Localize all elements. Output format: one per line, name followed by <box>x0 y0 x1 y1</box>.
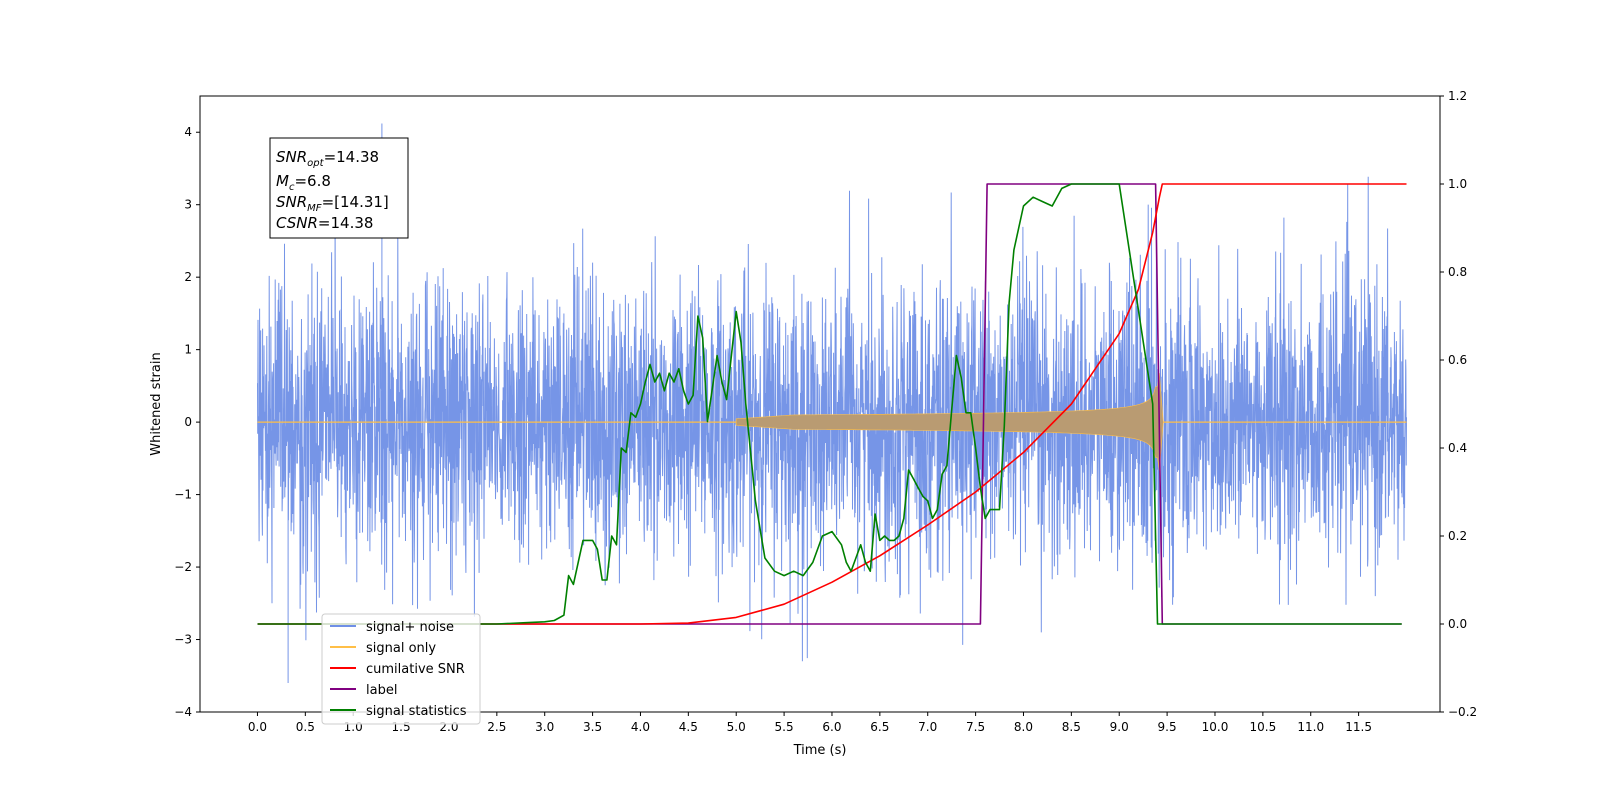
x-tick-label-1: 0.5 <box>296 720 315 734</box>
x-tick-label-9: 4.5 <box>679 720 698 734</box>
x-tick-label-6: 3.0 <box>535 720 554 734</box>
x-tick-label-5: 2.5 <box>487 720 506 734</box>
y-tick-label-0: 4 <box>184 125 192 139</box>
series-signal-statistics <box>257 183 1402 625</box>
y2-tick-label-6: 0.0 <box>1448 617 1467 631</box>
legend-label-cumulative-snr: cumilative SNR <box>366 662 465 677</box>
y-tick-label-3: 1 <box>184 343 192 357</box>
x-tick-label-11: 5.5 <box>775 720 794 734</box>
legend-label-signal-statistics: signal statistics <box>366 704 467 719</box>
y2-tick-label-0: 1.2 <box>1448 89 1467 103</box>
y2-tick-label-3: 0.6 <box>1448 353 1467 367</box>
x-tick-label-22: 11.0 <box>1297 720 1324 734</box>
x-tick-label-16: 8.0 <box>1014 720 1033 734</box>
series-cumulative-snr <box>257 183 1407 625</box>
y-tick-label-8: −4 <box>174 705 192 719</box>
x-tick-label-0: 0.0 <box>248 720 267 734</box>
x-tick-label-12: 6.0 <box>822 720 841 734</box>
x-axis: 0.0 0.5 1.0 1.5 2.0 2.5 3.0 3.5 4.0 4.5 5.0 5.5 6.0 6… <box>248 712 1372 734</box>
x-tick-label-17: 8.5 <box>1062 720 1081 734</box>
x-tick-label-19: 9.5 <box>1158 720 1177 734</box>
stats-annotation-box: SNRopt=14.38 Mc=6.8 SNRMF=[14.31] CSNR=1… <box>269 137 409 239</box>
x-tick-label-14: 7.0 <box>918 720 937 734</box>
y-axis-left: 4 3 2 1 0 −1 −2 −3 −4 <box>174 125 200 719</box>
x-tick-label-18: 9.0 <box>1110 720 1129 734</box>
y-tick-label-5: −1 <box>174 488 192 502</box>
legend-label-label: label <box>366 683 397 698</box>
x-tick-label-20: 10.0 <box>1202 720 1229 734</box>
legend: signal+ noise signal only cumilative SNR… <box>321 613 481 725</box>
y-tick-label-7: −3 <box>174 633 192 647</box>
y-tick-label-1: 3 <box>184 198 192 212</box>
y-tick-label-2: 2 <box>184 270 192 284</box>
legend-frame <box>321 613 481 725</box>
y-axis-right: 1.2 1.0 0.8 0.6 0.4 0.2 0.0 −0.2 <box>1440 89 1477 719</box>
x-tick-label-7: 3.5 <box>583 720 602 734</box>
y2-tick-label-5: 0.2 <box>1448 529 1467 543</box>
y2-tick-label-1: 1.0 <box>1448 177 1467 191</box>
legend-label-signal-only: signal only <box>366 641 436 656</box>
series-signal-only-chirp <box>735 373 1164 472</box>
y2-tick-label-2: 0.8 <box>1448 265 1467 279</box>
annotation-line-mc: Mc=6.8 <box>276 172 331 193</box>
x-tick-label-21: 10.5 <box>1249 720 1276 734</box>
y-axis-label: Whitened strain <box>149 352 164 455</box>
annotation-line-snr-mf: SNRMF=[14.31] <box>276 193 389 214</box>
x-tick-label-8: 4.0 <box>631 720 650 734</box>
y-tick-label-4: 0 <box>184 415 192 429</box>
annotation-line-snr-opt: SNRopt=14.38 <box>276 148 379 169</box>
x-tick-label-23: 11.5 <box>1345 720 1372 734</box>
legend-label-signal-noise: signal+ noise <box>366 620 454 635</box>
plot-area <box>257 123 1407 683</box>
x-axis-label: Time (s) <box>793 743 847 758</box>
x-tick-label-15: 7.5 <box>966 720 985 734</box>
y2-tick-label-4: 0.4 <box>1448 441 1467 455</box>
y-tick-label-6: −2 <box>174 560 192 574</box>
plot-frame <box>199 95 1441 713</box>
x-tick-label-10: 5.0 <box>727 720 746 734</box>
x-tick-label-13: 6.5 <box>870 720 889 734</box>
y2-tick-label-7: −0.2 <box>1448 705 1477 719</box>
annotation-frame <box>269 137 409 239</box>
annotation-line-csnr: CSNR=14.38 <box>276 214 373 232</box>
